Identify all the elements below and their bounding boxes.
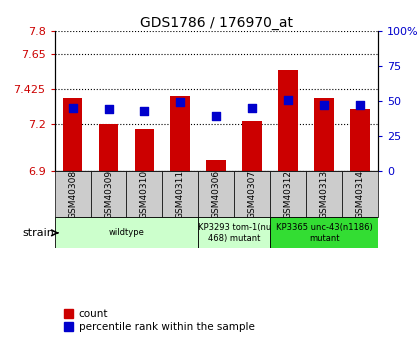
Bar [91, 171, 126, 217]
Text: GSM40312: GSM40312 [284, 169, 293, 219]
Bar [171, 96, 190, 171]
Text: KP3365 unc-43(n1186)
mutant: KP3365 unc-43(n1186) mutant [276, 223, 373, 243]
Title: GDS1786 / 176970_at: GDS1786 / 176970_at [140, 16, 293, 30]
Bar [342, 171, 378, 217]
Text: GSM40313: GSM40313 [320, 169, 328, 219]
Point [285, 97, 291, 102]
Bar [270, 217, 378, 248]
Bar [306, 171, 342, 217]
Bar [99, 124, 118, 171]
Bar [63, 98, 82, 171]
Text: wildtype: wildtype [108, 228, 144, 237]
Legend: count, percentile rank within the sample: count, percentile rank within the sample [60, 305, 259, 336]
Bar [314, 98, 334, 171]
Text: strain: strain [23, 228, 55, 238]
Bar [206, 160, 226, 171]
Bar [126, 171, 163, 217]
Point [177, 100, 184, 105]
Bar [198, 171, 234, 217]
Point [321, 102, 328, 108]
Bar [242, 121, 262, 171]
Point [213, 114, 220, 119]
Point [141, 108, 148, 114]
Text: GSM40311: GSM40311 [176, 169, 185, 219]
Bar [163, 171, 198, 217]
Bar [278, 70, 298, 171]
Bar [198, 217, 270, 248]
Bar [134, 129, 154, 171]
Text: GSM40307: GSM40307 [248, 169, 257, 219]
Text: KP3293 tom-1(nu
468) mutant: KP3293 tom-1(nu 468) mutant [198, 223, 271, 243]
Bar [234, 171, 270, 217]
Point [69, 105, 76, 111]
Bar [270, 171, 306, 217]
Point [105, 107, 112, 112]
Text: GSM40306: GSM40306 [212, 169, 221, 219]
Text: GSM40309: GSM40309 [104, 169, 113, 219]
Bar [55, 217, 198, 248]
Bar [350, 109, 370, 171]
Bar [55, 171, 91, 217]
Point [249, 105, 256, 111]
Text: GSM40314: GSM40314 [356, 169, 365, 219]
Point [357, 102, 363, 108]
Text: GSM40308: GSM40308 [68, 169, 77, 219]
Text: GSM40310: GSM40310 [140, 169, 149, 219]
